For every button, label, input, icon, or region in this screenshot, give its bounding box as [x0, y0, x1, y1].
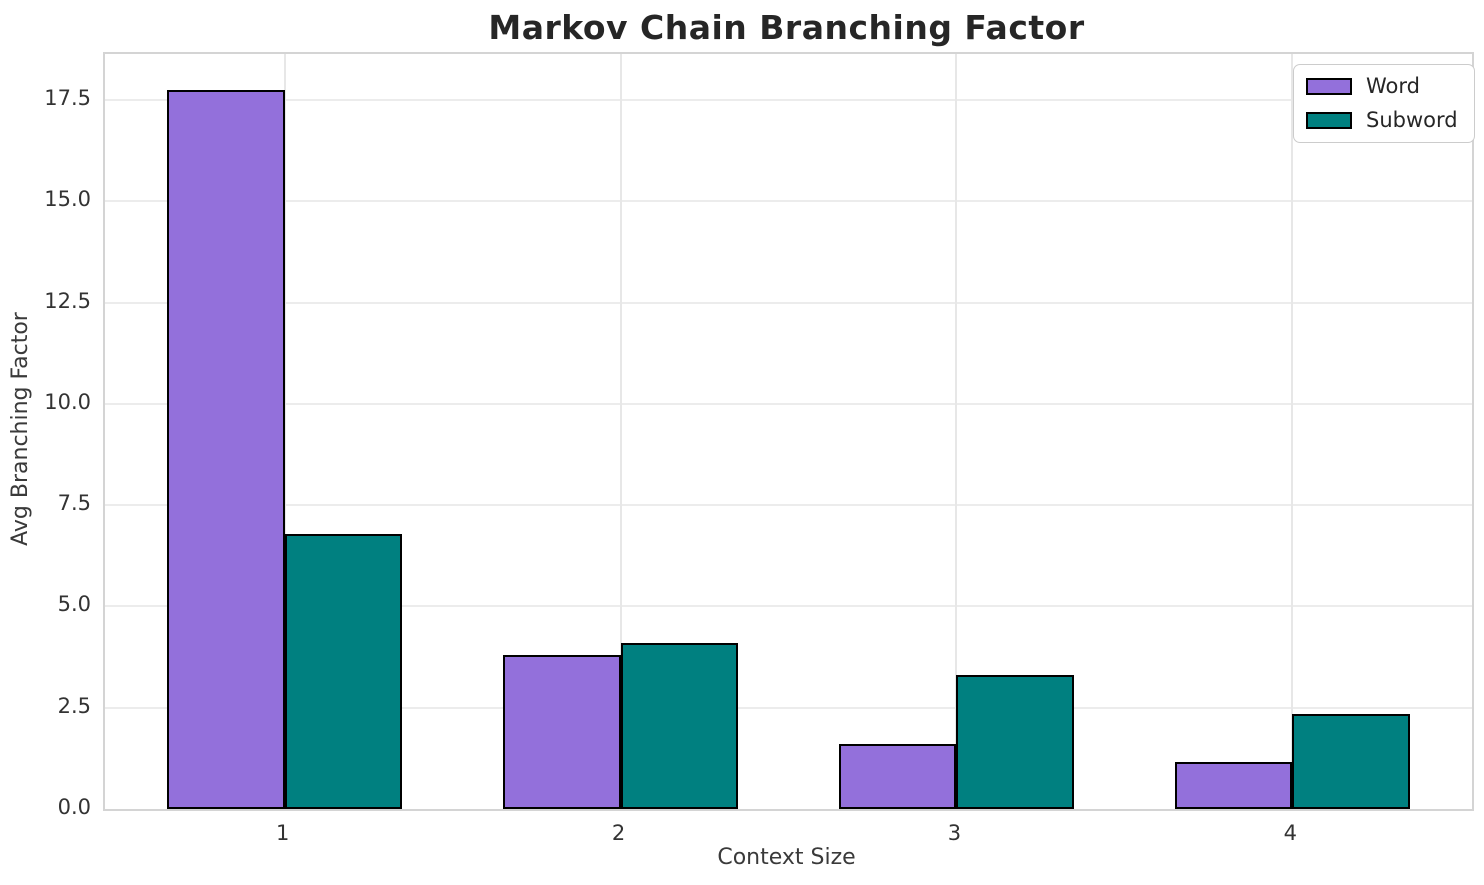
word-bar-context-4 [1174, 762, 1293, 809]
gridline-horizontal [105, 402, 1472, 405]
word-bar-context-3 [838, 744, 957, 809]
y-tick-17.5: 17.5 [44, 86, 91, 111]
legend-item-word: Word [1306, 74, 1458, 99]
gridline-vertical [1291, 54, 1294, 809]
y-axis-label-text: Avg Branching Factor [8, 312, 33, 546]
gridline-horizontal [105, 706, 1472, 709]
chart-title: Markov Chain Branching Factor [488, 8, 1085, 47]
word-bar-context-2 [503, 655, 621, 809]
subword-bar-context-1 [284, 533, 403, 809]
subword-bar-context-4 [1292, 713, 1410, 809]
gridline-horizontal [105, 200, 1472, 203]
gridline-horizontal [105, 605, 1472, 608]
y-tick-10.0: 10.0 [44, 389, 91, 414]
x-tick-3: 3 [947, 821, 962, 845]
gridline-vertical [283, 54, 286, 809]
x-axis-label: Context Size [717, 845, 856, 870]
word-bar-context-1 [167, 90, 285, 809]
subword-bar-context-3 [956, 675, 1074, 809]
y-tick-7.5: 7.5 [57, 491, 91, 516]
subword-series-swatch [1306, 112, 1352, 129]
y-tick-0.0: 0.0 [57, 795, 91, 819]
subword-bar-context-2 [620, 642, 739, 809]
y-tick-12.5: 12.5 [44, 288, 91, 313]
gridline-horizontal [105, 504, 1472, 507]
legend-label-subword: Subword [1366, 108, 1458, 132]
y-tick-2.5: 2.5 [57, 693, 91, 718]
y-tick-15.0: 15.0 [44, 187, 91, 212]
y-tick-5.0: 5.0 [57, 592, 91, 617]
legend: Word Subword [1293, 64, 1475, 143]
x-tick-2: 2 [611, 821, 626, 845]
word-series-swatch [1306, 78, 1352, 95]
gridline-horizontal [105, 301, 1472, 304]
legend-item-subword: Subword [1306, 108, 1458, 133]
gridline-horizontal [105, 99, 1472, 102]
x-tick-1: 1 [276, 821, 290, 845]
gridline-vertical [619, 54, 622, 809]
legend-label-word: Word [1366, 74, 1420, 98]
plot-area [103, 52, 1474, 811]
x-tick-4: 4 [1283, 821, 1297, 845]
gridline-vertical [955, 54, 958, 809]
